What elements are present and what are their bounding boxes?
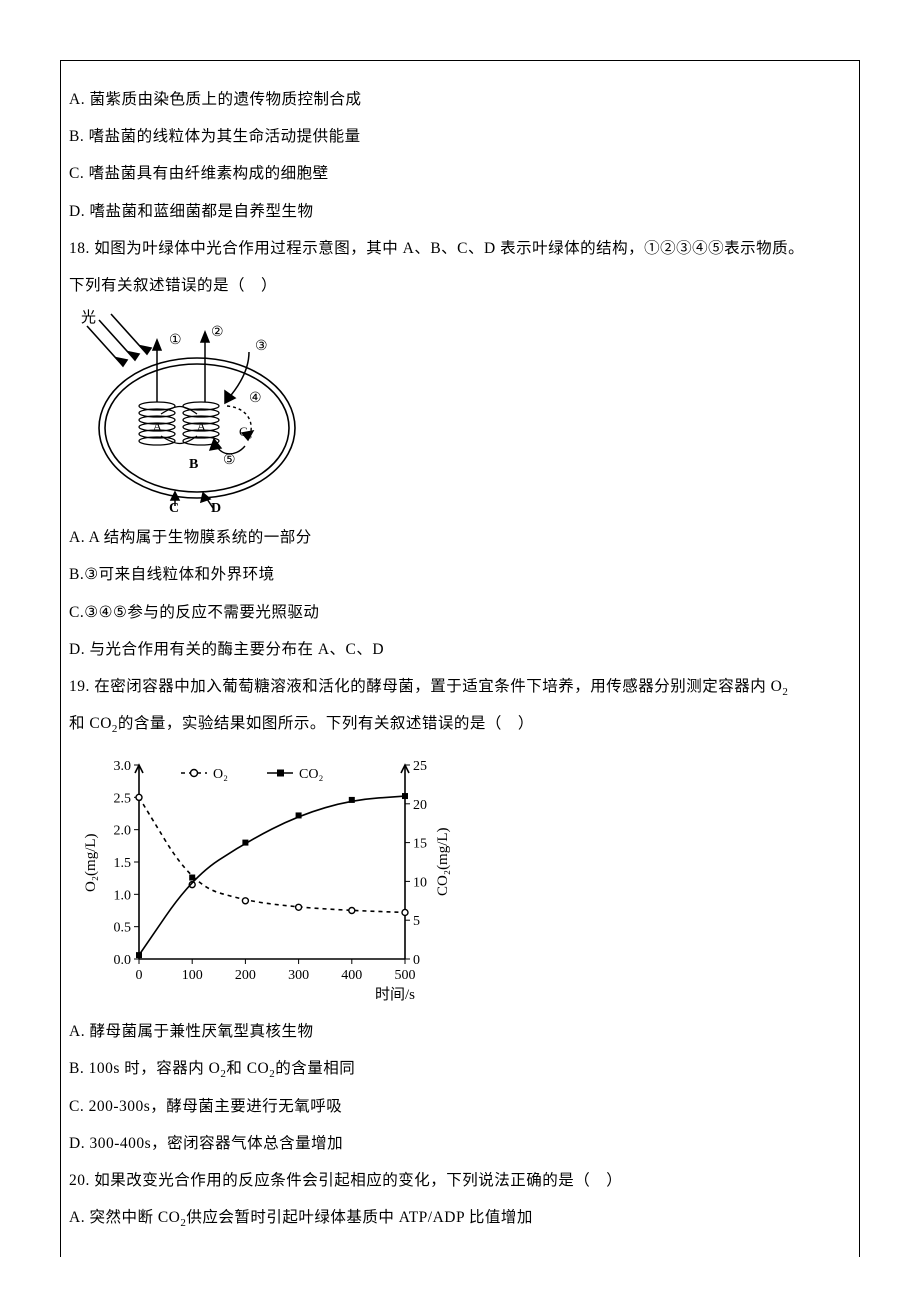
- label-A-left: A: [153, 419, 162, 433]
- q18-option-a: A. A 结构属于生物膜系统的一部分: [69, 519, 851, 556]
- svg-text:时间/s: 时间/s: [375, 986, 415, 1003]
- svg-text:O₂: O₂: [213, 767, 228, 782]
- q19-stem-line2: 和 CO2的含量，实验结果如图所示。下列有关叙述错误的是（ ）: [69, 705, 851, 742]
- svg-text:2.5: 2.5: [114, 791, 132, 806]
- q19-option-b: B. 100s 时，容器内 O2和 CO2的含量相同: [69, 1050, 851, 1087]
- svg-text:500: 500: [395, 968, 416, 983]
- q20-a-a: A. 突然中断 CO: [69, 1209, 180, 1226]
- svg-text:1.0: 1.0: [114, 888, 132, 903]
- q17-option-c: C. 嗜盐菌具有由纤维素构成的细胞壁: [69, 155, 851, 192]
- q19-chart: 0.0 0.5 1.0 1.5 2.0 2.5 3.0 0 5 10 15 20 25 0 100 200 30…: [77, 747, 851, 1007]
- q19-b-a: B. 100s 时，容器内 O: [69, 1060, 220, 1077]
- svg-text:O₂(mg/L): O₂(mg/L): [83, 833, 99, 892]
- svg-text:1.5: 1.5: [114, 856, 132, 871]
- svg-text:CO₂: CO₂: [299, 767, 323, 782]
- svg-text:25: 25: [413, 759, 427, 774]
- svg-text:0.5: 0.5: [114, 921, 132, 936]
- label-C: C: [169, 501, 179, 513]
- svg-text:300: 300: [288, 968, 309, 983]
- q19-stem-1c: 的含量，实验结果如图所示。下列有关叙述错误的是（ ）: [118, 715, 534, 732]
- label-4: ④: [249, 391, 262, 406]
- svg-text:20: 20: [413, 798, 427, 813]
- label-A-right: A: [197, 419, 206, 433]
- q18-option-b: B.③可来自线粒体和外界环境: [69, 556, 851, 593]
- svg-text:400: 400: [341, 968, 362, 983]
- q18-option-c: C.③④⑤参与的反应不需要光照驱动: [69, 594, 851, 631]
- label-light: 光: [81, 309, 96, 326]
- label-1: ①: [169, 333, 182, 348]
- svg-text:3.0: 3.0: [114, 759, 132, 774]
- svg-text:CO₂(mg/L): CO₂(mg/L): [435, 827, 451, 896]
- label-D: D: [211, 501, 221, 513]
- svg-text:0: 0: [413, 953, 420, 968]
- label-B: B: [189, 457, 198, 472]
- q19-stem-line1: 19. 在密闭容器中加入葡萄糖溶液和活化的酵母菌，置于适宜条件下培养，用传感器分…: [69, 668, 851, 705]
- label-3: ③: [255, 339, 268, 354]
- label-C5: C₅: [239, 424, 252, 439]
- q18-stem-2: 下列有关叙述错误的是（ ）: [69, 267, 851, 304]
- q19-option-d: D. 300-400s，密闭容器气体总含量增加: [69, 1125, 851, 1162]
- q18-figure: 光 A A: [77, 308, 851, 513]
- q19-stem-1a: 19. 在密闭容器中加入葡萄糖溶液和活化的酵母菌，置于适宜条件下培养，用传感器分…: [69, 678, 782, 695]
- svg-text:5: 5: [413, 914, 420, 929]
- q19-stem-1b: 和 CO: [69, 715, 112, 732]
- q19-b-b: 和 CO: [226, 1060, 269, 1077]
- q17-option-a: A. 菌紫质由染色质上的遗传物质控制合成: [69, 81, 851, 118]
- q20-option-a: A. 突然中断 CO2供应会暂时引起叶绿体基质中 ATP/ADP 比值增加: [69, 1199, 851, 1236]
- svg-text:0: 0: [136, 968, 143, 983]
- q17-option-d: D. 嗜盐菌和蓝细菌都是自养型生物: [69, 193, 851, 230]
- q18-stem: 18. 如图为叶绿体中光合作用过程示意图，其中 A、B、C、D 表示叶绿体的结构…: [69, 230, 851, 267]
- q20-stem: 20. 如果改变光合作用的反应条件会引起相应的变化，下列说法正确的是（ ）: [69, 1162, 851, 1199]
- label-2: ②: [211, 325, 224, 340]
- q19-b-c: 的含量相同: [275, 1060, 355, 1077]
- svg-text:0.0: 0.0: [114, 953, 132, 968]
- label-5: ⑤: [223, 453, 236, 468]
- q17-option-b: B. 嗜盐菌的线粒体为其生命活动提供能量: [69, 118, 851, 155]
- svg-text:10: 10: [413, 875, 427, 890]
- svg-text:2.0: 2.0: [114, 824, 132, 839]
- svg-text:100: 100: [182, 968, 203, 983]
- q19-option-c: C. 200-300s，酵母菌主要进行无氧呼吸: [69, 1088, 851, 1125]
- q18-option-d: D. 与光合作用有关的酶主要分布在 A、C、D: [69, 631, 851, 668]
- q19-option-a: A. 酵母菌属于兼性厌氧型真核生物: [69, 1013, 851, 1050]
- svg-text:200: 200: [235, 968, 256, 983]
- svg-text:15: 15: [413, 836, 427, 851]
- q20-a-b: 供应会暂时引起叶绿体基质中 ATP/ADP 比值增加: [186, 1209, 533, 1226]
